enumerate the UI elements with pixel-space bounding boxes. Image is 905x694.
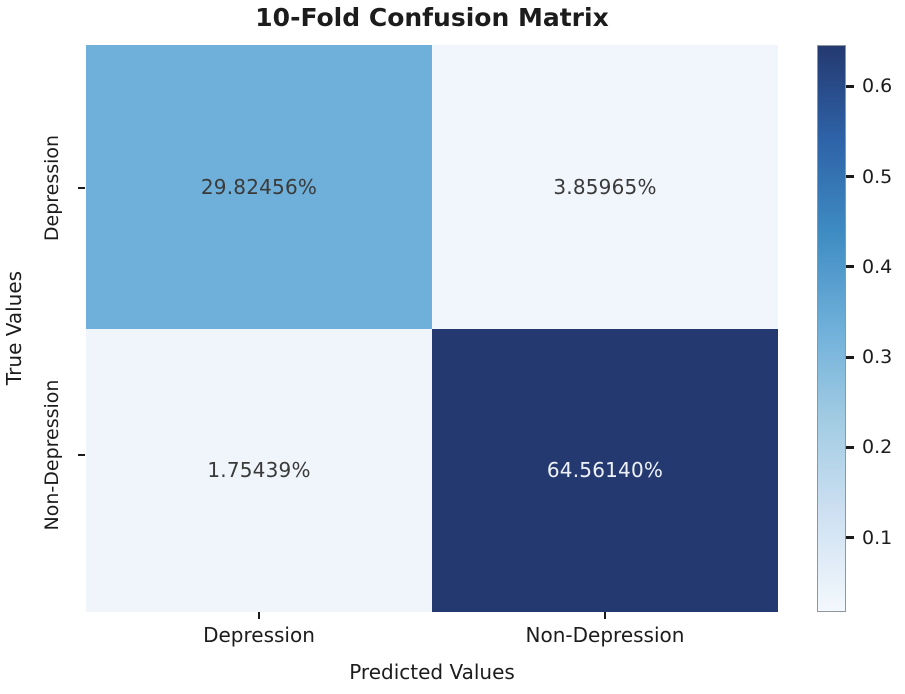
y-tick-mark [78,454,85,456]
cell-value-label: 29.82456% [200,174,318,199]
colorbar-tick-mark [846,355,854,359]
x-axis-title: Predicted Values [349,660,515,684]
heatmap-cell-true-non-depression-pred-depression: 1.75439% [86,328,432,612]
y-tick-label-non-depression: Non-Depression [41,379,63,531]
colorbar-tick-mark [846,445,854,449]
y-tick-label-depression: Depression [41,134,63,242]
y-tick-mark [78,187,85,189]
colorbar-gradient [817,45,846,612]
y-axis-title: True Values [2,270,26,386]
colorbar-tick-mark [846,175,854,178]
heatmap-grid: 29.82456% 3.85965% 1.75439% 64.56140% [86,45,778,612]
heatmap-cell-true-depression-pred-depression: 29.82456% [86,45,432,329]
cell-value-label: 1.75439% [207,458,311,483]
colorbar-tick-mark [846,84,854,88]
cell-value-label: 64.56140% [546,458,664,483]
x-tick-label-depression: Depression [203,623,315,647]
x-tick-mark [604,612,606,619]
colorbar-tick-mark [846,265,854,269]
chart-title: 10-Fold Confusion Matrix [255,3,609,32]
x-tick-mark [258,612,260,619]
cell-value-label: 3.85965% [553,174,657,199]
heatmap-cell-true-depression-pred-non-depression: 3.85965% [432,45,778,329]
x-tick-label-non-depression: Non-Depression [525,623,685,647]
heatmap-cell-true-non-depression-pred-non-depression: 64.56140% [432,328,778,612]
colorbar-tick-mark [846,536,854,540]
colorbar-ticks: 0.6 0.5 0.4 0.3 0.2 0.1 [846,45,905,612]
